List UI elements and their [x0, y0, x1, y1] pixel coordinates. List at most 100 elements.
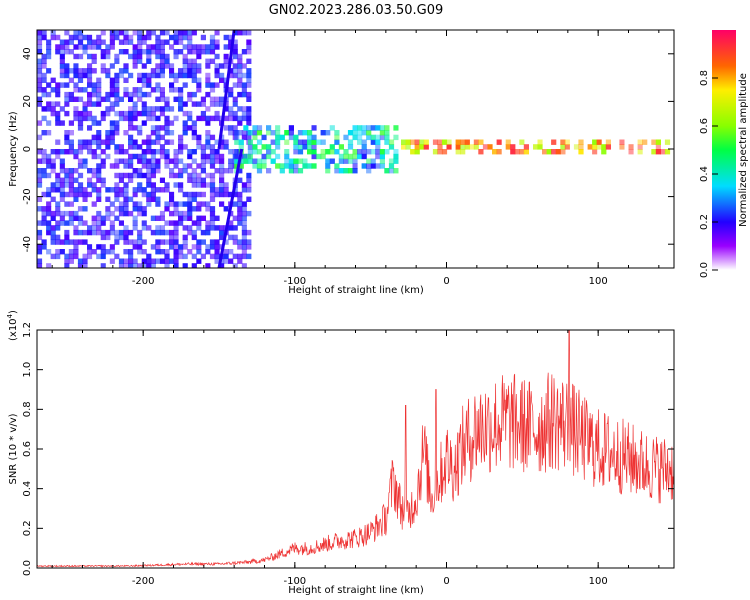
heatmap-cell	[100, 163, 106, 169]
heatmap-cell	[114, 215, 120, 221]
heatmap-cell	[77, 149, 84, 155]
heatmap-cell	[150, 263, 156, 268]
heatmap-cell	[209, 96, 216, 102]
heatmap-cell	[228, 149, 234, 155]
heatmap-cell	[173, 225, 179, 231]
heatmap-cell	[182, 239, 188, 245]
heatmap-cell	[96, 196, 102, 202]
heatmap-cell	[155, 96, 161, 102]
heatmap-cell	[159, 30, 165, 36]
heatmap-cell	[105, 153, 111, 160]
heatmap-cell	[159, 153, 165, 160]
heatmap-cell	[209, 134, 216, 141]
heatmap-cell	[178, 244, 184, 250]
heatmap-cell	[293, 139, 299, 145]
heatmap-cell	[237, 58, 243, 64]
heatmap-cell	[237, 177, 243, 183]
heatmap-cell	[37, 34, 43, 41]
heatmap-cell	[200, 201, 206, 207]
heatmap-cell	[55, 225, 61, 231]
heatmap-cell	[219, 172, 225, 179]
heatmap-cell	[241, 187, 247, 193]
heatmap-cell	[91, 53, 97, 60]
heatmap-cell	[82, 258, 88, 264]
snr-y-multiplier: (x104)	[6, 310, 19, 341]
heatmap-cell	[196, 206, 202, 212]
heatmap-cell	[164, 39, 170, 45]
heatmap-cell	[64, 172, 70, 179]
heatmap-cell	[410, 139, 416, 145]
heatmap-cell	[246, 96, 252, 102]
heatmap-cell	[234, 139, 240, 145]
heatmap-cell	[200, 229, 206, 236]
heatmap-cell	[114, 196, 120, 202]
heatmap-cell	[573, 144, 579, 150]
heatmap-cell	[560, 139, 566, 145]
heatmap-cell	[128, 229, 134, 236]
heatmap-cell	[155, 72, 161, 79]
heatmap-cell	[329, 144, 335, 150]
heatmap-cell	[209, 163, 216, 169]
heatmap-cell	[209, 172, 216, 179]
heatmap-cell	[196, 144, 202, 150]
heatmap-cell	[200, 177, 206, 183]
heatmap-cell	[601, 149, 607, 155]
heatmap-cell	[223, 77, 229, 83]
heatmap-cell	[223, 125, 229, 131]
heatmap-cell	[146, 44, 152, 50]
heatmap-cell	[237, 82, 243, 88]
heatmap-cell	[150, 172, 156, 179]
heatmap-cell	[109, 130, 115, 136]
heatmap-cell	[37, 77, 43, 83]
heatmap-cell	[96, 130, 102, 136]
heatmap-cell	[146, 168, 152, 174]
heatmap-cell	[77, 120, 84, 126]
heatmap-cell	[352, 158, 358, 164]
heatmap-cell	[173, 172, 179, 179]
heatmap-cell	[50, 253, 56, 260]
heatmap-cell	[77, 191, 84, 198]
heatmap-cell	[141, 258, 147, 264]
heatmap-cell	[510, 149, 516, 155]
heatmap-cell	[64, 229, 70, 236]
heatmap-cell	[232, 115, 238, 122]
heatmap-cell	[297, 144, 304, 150]
heatmap-cell	[219, 229, 225, 236]
heatmap-cell	[178, 168, 184, 174]
heatmap-cell	[159, 87, 165, 93]
heatmap-cell	[325, 163, 331, 169]
heatmap-cell	[50, 158, 56, 164]
heatmap-cell	[164, 58, 170, 64]
heatmap-cell	[187, 196, 193, 202]
heatmap-cell	[196, 258, 202, 264]
heatmap-cell	[159, 249, 165, 255]
heatmap-cell	[37, 82, 43, 88]
heatmap-cell	[50, 234, 56, 241]
heatmap-cell	[219, 263, 225, 268]
heatmap-cell	[118, 30, 124, 36]
heatmap-cell	[187, 201, 193, 207]
heatmap-cell	[246, 196, 252, 202]
heatmap-cell	[118, 210, 124, 217]
heatmap-cell	[214, 244, 220, 250]
heatmap-cell	[169, 68, 175, 74]
heatmap-cell	[114, 34, 120, 41]
heatmap-cell	[73, 115, 79, 122]
heatmap-cell	[137, 187, 143, 193]
heatmap-cell	[41, 106, 47, 112]
heatmap-cell	[87, 53, 93, 60]
heatmap-cell	[169, 258, 175, 264]
heatmap-cell	[77, 220, 84, 226]
heatmap-cell	[219, 187, 225, 193]
heatmap-cell	[73, 72, 79, 79]
heatmap-cell	[132, 106, 138, 112]
heatmap-cell	[542, 149, 548, 155]
x-tick-label: -200	[132, 276, 155, 287]
heatmap-cell	[164, 201, 170, 207]
heatmap-cell	[361, 163, 367, 169]
heatmap-cell	[37, 101, 43, 107]
heatmap-cell	[178, 139, 184, 145]
heatmap-cell	[246, 77, 252, 83]
heatmap-cell	[361, 130, 367, 136]
heatmap-cell	[91, 87, 97, 93]
